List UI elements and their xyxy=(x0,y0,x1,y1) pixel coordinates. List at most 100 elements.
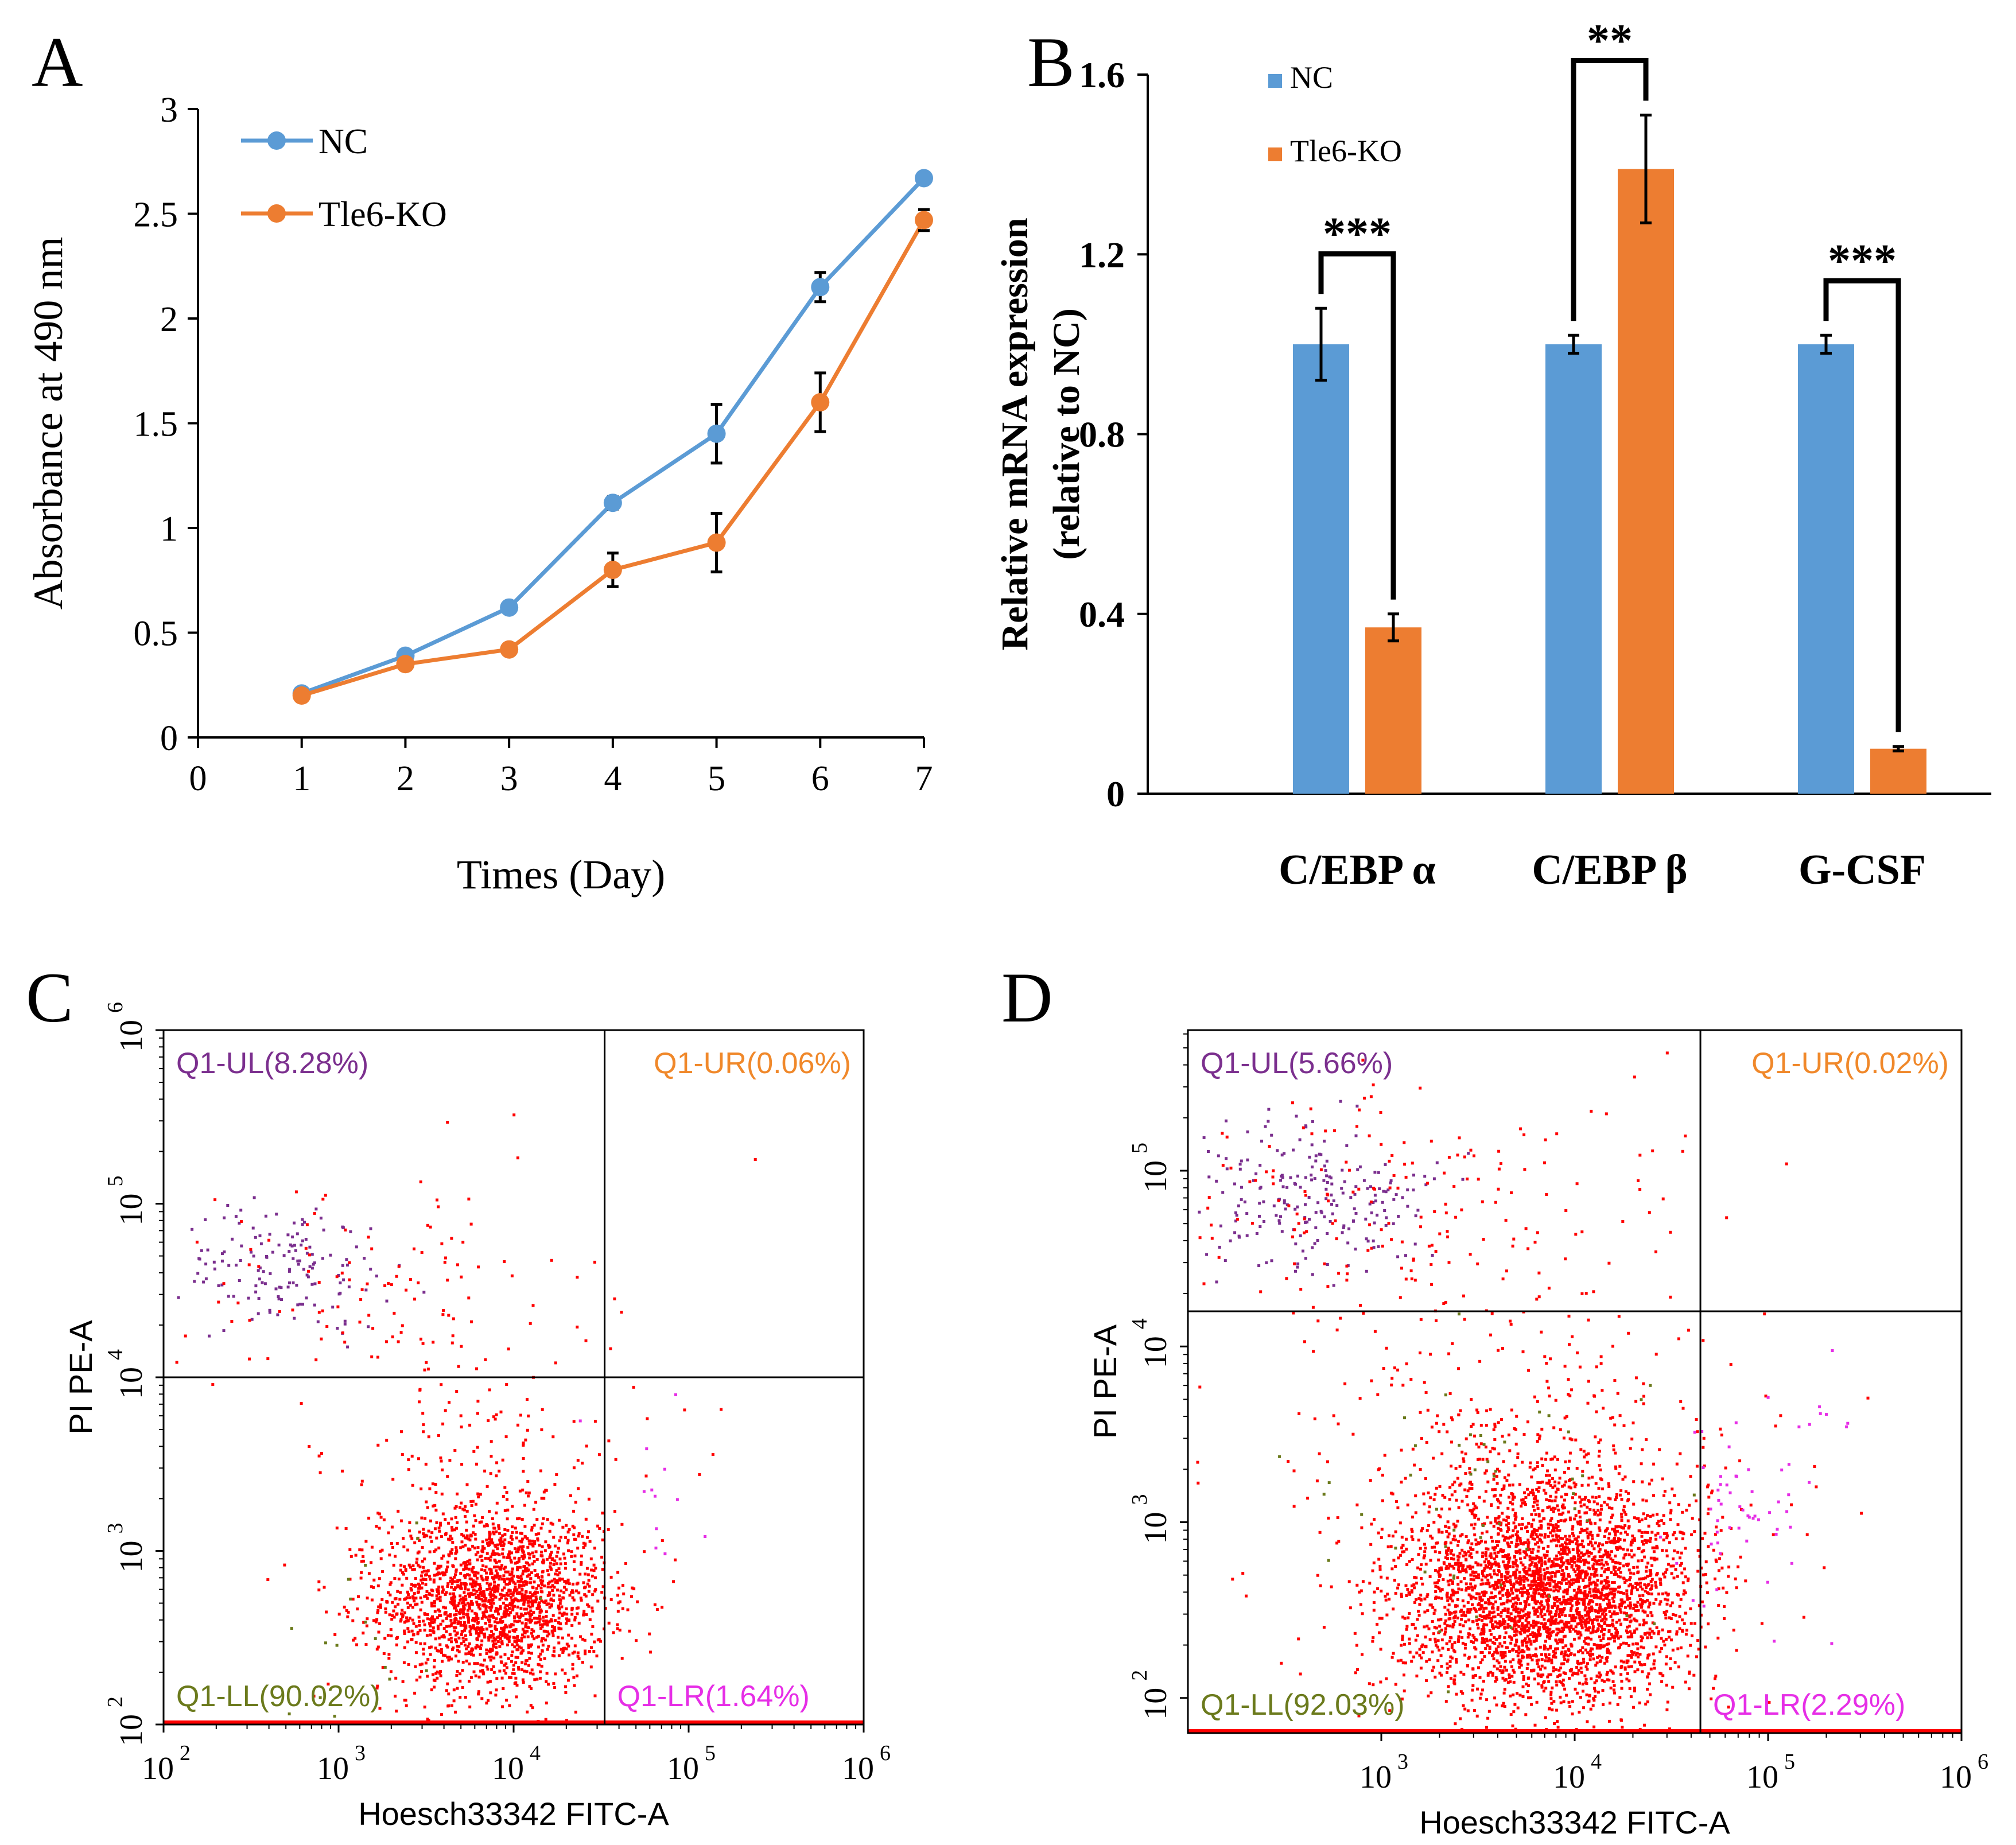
scatter-point xyxy=(527,1568,530,1572)
scatter-point xyxy=(1600,1593,1603,1597)
scatter-point xyxy=(1595,1661,1599,1665)
scatter-point xyxy=(551,1584,554,1587)
scatter-point xyxy=(1497,1500,1500,1503)
scatter-point xyxy=(460,1540,464,1544)
scatter-point xyxy=(1586,1536,1590,1540)
scatter-point xyxy=(1584,1619,1587,1622)
scatter-point xyxy=(559,1536,562,1539)
scatter-point xyxy=(553,1654,556,1658)
scatter-point xyxy=(551,1435,555,1439)
scatter-point xyxy=(1603,1661,1606,1665)
scatter-point xyxy=(288,1269,291,1273)
scatter-point xyxy=(1529,1491,1532,1494)
a-legend-label: NC xyxy=(318,122,368,161)
scatter-point xyxy=(232,1295,235,1298)
scatter-point xyxy=(439,1614,442,1617)
y-tick-label-base: 10 xyxy=(114,1541,149,1573)
scatter-point xyxy=(1504,1566,1507,1569)
scatter-point xyxy=(523,1632,527,1634)
scatter-point xyxy=(1490,1619,1494,1622)
scatter-point xyxy=(1521,1622,1524,1625)
scatter-point xyxy=(1603,1570,1606,1574)
scatter-point xyxy=(434,1508,438,1512)
scatter-point xyxy=(316,1320,320,1323)
scatter-point xyxy=(496,1621,499,1625)
scatter-point xyxy=(1518,1615,1521,1618)
scatter-point xyxy=(288,1712,291,1716)
scatter-point xyxy=(431,1617,434,1621)
scatter-point xyxy=(564,1567,567,1570)
scatter-point xyxy=(437,1585,441,1588)
scatter-point xyxy=(288,1268,292,1271)
scatter-point xyxy=(525,1598,527,1601)
scatter-point xyxy=(1550,1575,1553,1578)
scatter-point xyxy=(523,1580,527,1583)
scatter-point xyxy=(1683,1622,1686,1625)
scatter-point xyxy=(1566,1546,1569,1549)
scatter-point xyxy=(1531,1631,1535,1634)
scatter-point xyxy=(1689,1475,1692,1478)
scatter-point xyxy=(496,1547,499,1551)
scatter-point xyxy=(576,1459,580,1462)
scatter-point xyxy=(1423,1550,1427,1553)
scatter-point xyxy=(502,1602,505,1605)
scatter-point xyxy=(521,1572,525,1576)
scatter-point xyxy=(1652,1494,1655,1497)
scatter-point xyxy=(1633,1553,1636,1557)
scatter-point xyxy=(1380,1528,1384,1531)
scatter-point xyxy=(391,1546,394,1549)
scatter-point xyxy=(591,1609,595,1613)
scatter-point xyxy=(1675,1462,1679,1466)
scatter-point xyxy=(1547,1576,1550,1579)
scatter-point xyxy=(1625,1642,1628,1645)
scatter-point xyxy=(504,1583,508,1586)
scatter-point xyxy=(1460,1548,1464,1552)
scatter-point xyxy=(527,1414,530,1417)
scatter-point xyxy=(489,1658,492,1662)
scatter-point xyxy=(674,1558,677,1562)
scatter-point xyxy=(1624,1553,1627,1556)
scatter-point xyxy=(367,1572,371,1575)
scatter-point xyxy=(565,1617,568,1621)
scatter-point xyxy=(389,1581,393,1584)
scatter-point xyxy=(504,1604,508,1607)
scatter-point xyxy=(476,1446,479,1449)
b-bar-nc xyxy=(1293,344,1349,794)
scatter-point xyxy=(1620,1526,1623,1529)
scatter-point xyxy=(1604,1568,1607,1571)
scatter-point xyxy=(313,1303,316,1307)
scatter-point xyxy=(524,1623,527,1627)
scatter-point xyxy=(485,1652,488,1655)
scatter-point xyxy=(1486,1716,1490,1720)
scatter-point xyxy=(432,1629,435,1633)
scatter-point xyxy=(1579,1448,1583,1451)
scatter-point xyxy=(473,1533,477,1536)
scatter-point xyxy=(518,1645,521,1649)
scatter-point xyxy=(305,1252,309,1255)
scatter-point xyxy=(448,1625,451,1628)
scatter-point xyxy=(557,1621,560,1624)
scatter-point xyxy=(1567,1510,1571,1514)
scatter-point xyxy=(1536,1507,1540,1510)
scatter-point xyxy=(292,1257,295,1260)
scatter-point xyxy=(1574,1514,1578,1517)
scatter-point xyxy=(495,1569,498,1572)
scatter-point xyxy=(288,1250,291,1253)
scatter-point xyxy=(433,1574,436,1577)
scatter-point xyxy=(1598,1529,1602,1532)
scatter-point xyxy=(455,1654,457,1658)
scatter-point xyxy=(1592,1725,1596,1729)
scatter-point xyxy=(463,1582,466,1585)
a-x-tick-label: 3 xyxy=(500,759,518,798)
scatter-point xyxy=(612,1631,615,1634)
scatter-point xyxy=(380,1548,384,1552)
scatter-point xyxy=(1460,1609,1463,1612)
scatter-point xyxy=(491,1551,495,1555)
scatter-point xyxy=(1497,1551,1500,1554)
scatter-point xyxy=(1619,1512,1623,1516)
scatter-point xyxy=(1666,1598,1669,1602)
scatter-point xyxy=(409,1278,412,1281)
scatter-point xyxy=(1629,1601,1632,1605)
scatter-point xyxy=(1406,1504,1409,1506)
scatter-point xyxy=(503,1528,507,1531)
